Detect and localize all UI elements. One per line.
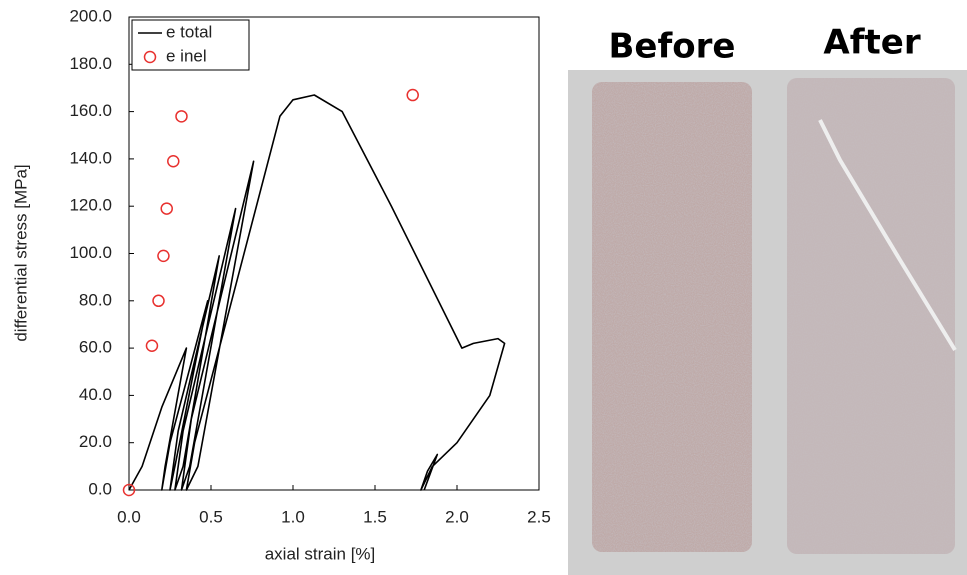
point [160, 202, 173, 215]
point [157, 249, 170, 263]
x-tick-label: 1.5 [363, 507, 387, 526]
legend-swatch [143, 50, 157, 64]
legend-label: e inel [166, 46, 207, 65]
x-axis-label: axial strain [%] [265, 544, 376, 563]
photo-label: Before [609, 27, 736, 67]
x-tick-label: 0.5 [199, 507, 223, 526]
x-tick-label: 2.0 [445, 507, 469, 526]
photo-label: After [823, 23, 920, 63]
y-tick-label: 120.0 [69, 196, 112, 215]
point [152, 294, 165, 308]
point [175, 110, 188, 123]
y-tick-label: 200.0 [69, 6, 112, 25]
point [167, 155, 180, 168]
y-tick-label: 100.0 [69, 243, 112, 262]
x-tick-label: 1.0 [281, 507, 305, 526]
point [145, 339, 159, 352]
x-tick-label: 0.0 [117, 507, 141, 526]
x-tick-label: 2.5 [527, 507, 551, 526]
y-tick-label: 160.0 [69, 101, 112, 120]
legend-label: e total [166, 22, 212, 41]
line [128, 94, 506, 491]
y-tick-label: 180.0 [69, 54, 112, 73]
sample-before-texture [592, 82, 752, 552]
y-tick-label: 60.0 [79, 338, 112, 357]
point [122, 483, 136, 497]
y-tick-label: 0.0 [88, 479, 112, 498]
y-axis-label: differential stress [MPa] [11, 164, 30, 341]
legend-box [131, 19, 250, 71]
y-tick-label: 40.0 [79, 385, 112, 404]
sample-after-texture [787, 78, 955, 554]
y-tick-label: 20.0 [79, 432, 112, 451]
y-tick-label: 140.0 [69, 148, 112, 167]
point [406, 88, 419, 102]
y-tick-label: 80.0 [79, 290, 112, 309]
fracture [818, 119, 957, 352]
